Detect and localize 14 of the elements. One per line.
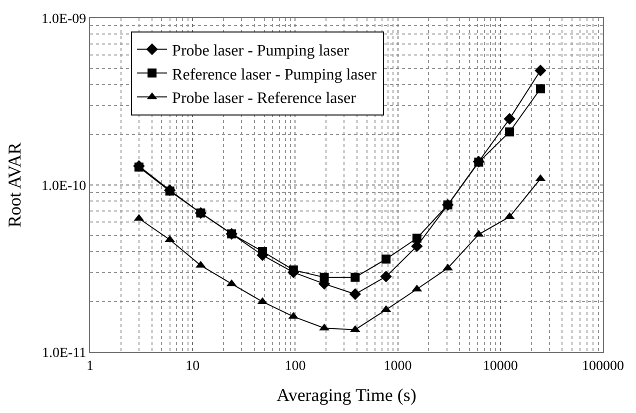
y-tick-label: 1.0E-10 bbox=[41, 178, 86, 194]
y-tick-label: 1.0E-11 bbox=[42, 346, 86, 361]
y-axis-title: Root AVAR bbox=[4, 142, 25, 228]
x-tick-label: 10 bbox=[186, 358, 200, 374]
legend-label: Reference laser - Pumping laser bbox=[172, 66, 378, 84]
x-tick-label: 1000 bbox=[384, 358, 412, 374]
x-axis-title: Averaging Time (s) bbox=[276, 384, 416, 405]
x-tick-label: 10000 bbox=[482, 358, 518, 374]
y-tick-label: 1.0E-09 bbox=[41, 12, 86, 27]
x-tick-label: 100000 bbox=[582, 358, 624, 374]
legend-label: Probe laser - Pumping laser bbox=[172, 42, 350, 60]
x-tick-label: 100 bbox=[284, 358, 306, 374]
x-tick-label: 1 bbox=[86, 358, 94, 374]
legend-label: Probe laser - Reference laser bbox=[172, 90, 357, 108]
